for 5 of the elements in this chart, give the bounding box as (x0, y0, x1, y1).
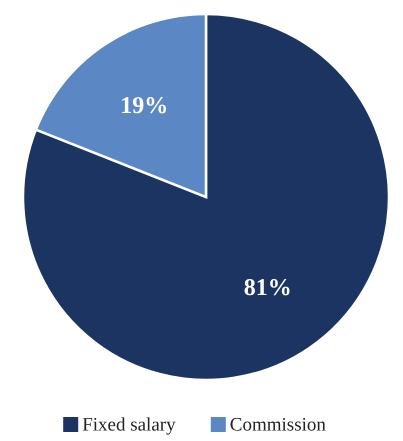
slice-label: Fixed salary (82, 414, 176, 436)
data-label: 81% (244, 274, 292, 301)
pie-slice (22, 12, 390, 382)
legend-label: Commission (230, 414, 326, 436)
data-label: 19% (120, 93, 168, 120)
